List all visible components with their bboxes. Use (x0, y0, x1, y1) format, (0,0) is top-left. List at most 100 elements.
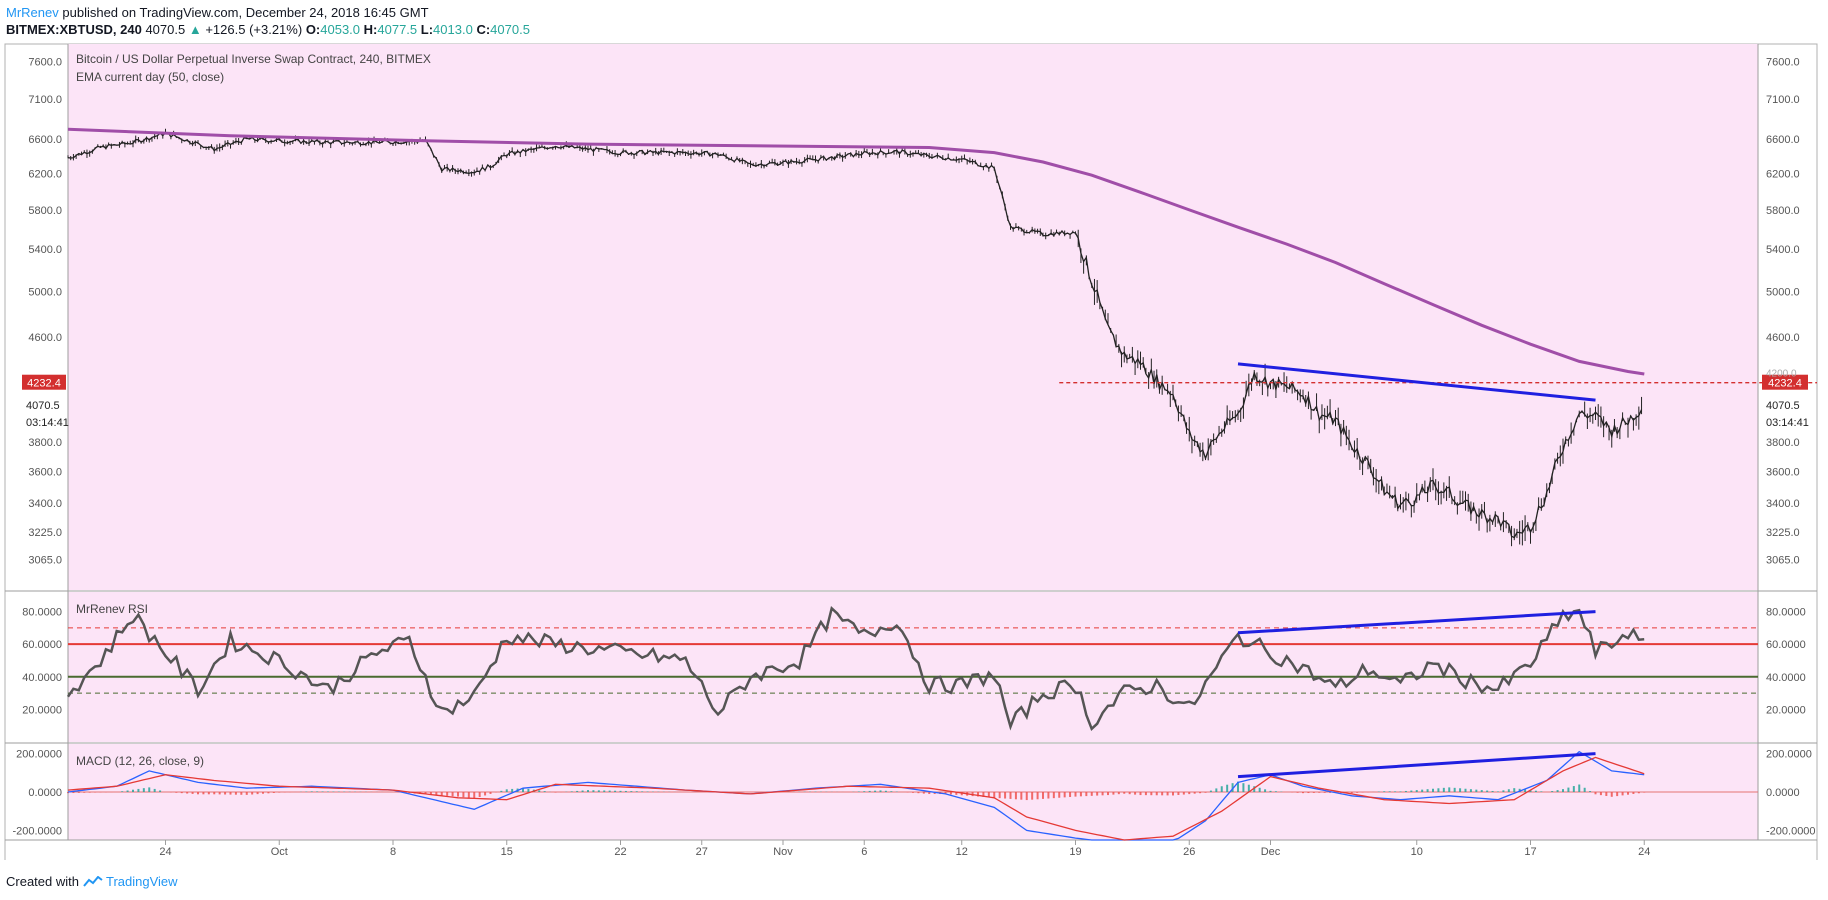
rsi-title: MrRenev RSI (76, 602, 148, 616)
low-key: L: (420, 22, 434, 37)
macd-histogram-bar (619, 790, 622, 792)
macd-histogram-bar (1161, 792, 1164, 796)
macd-histogram-bar (1253, 786, 1256, 792)
macd-histogram-bar (1632, 792, 1635, 794)
macd-histogram-bar (446, 792, 449, 796)
low-value: 4013.0 (433, 22, 473, 37)
macd-histogram-bar (1101, 792, 1104, 796)
macd-histogram-bar (1182, 792, 1185, 795)
macd-histogram-bar (272, 792, 275, 793)
high-key: H: (363, 22, 378, 37)
macd-histogram-bar (1453, 787, 1456, 792)
macd-histogram-bar (262, 792, 264, 794)
macd-histogram-bar (1204, 792, 1207, 793)
publish-text: published on TradingView.com, December 2… (62, 5, 429, 20)
macd-histogram-bar (1090, 792, 1093, 796)
macd-histogram-bar (126, 790, 129, 792)
macd-histogram-bar (1469, 789, 1472, 792)
macd-histogram-bar (1144, 792, 1147, 796)
macd-histogram-bar (1058, 792, 1061, 798)
macd-histogram-bar (467, 792, 470, 798)
chart-header: MrRenev published on TradingView.com, De… (6, 4, 530, 38)
price-tick-left: 7100.0 (28, 94, 62, 106)
macd-histogram-bar (473, 792, 476, 799)
macd-histogram-bar (1388, 791, 1391, 792)
macd-histogram-bar (592, 790, 595, 792)
up-arrow-icon: ▲ (188, 22, 202, 37)
macd-histogram-bar (1242, 783, 1245, 792)
price-tick-right: 5800.0 (1766, 205, 1800, 217)
publish-line: MrRenev published on TradingView.com, De… (6, 4, 530, 21)
macd-histogram-bar (1426, 789, 1429, 792)
rsi-tick-right: 60.0000 (1766, 639, 1806, 651)
time-label: 12 (956, 846, 968, 858)
macd-histogram-bar (229, 792, 232, 795)
macd-histogram-bar (440, 792, 443, 796)
time-label: 24 (1638, 846, 1650, 858)
resistance-tag-right (1762, 374, 1808, 390)
macd-histogram-bar (1215, 788, 1218, 792)
time-label: 24 (159, 846, 171, 858)
macd-histogram-bar (1085, 792, 1088, 797)
macd-histogram-bar (83, 792, 86, 793)
macd-histogram-bar (879, 790, 882, 792)
price-pane (68, 44, 1758, 590)
macd-histogram-bar (180, 792, 183, 794)
macd-histogram-bar (917, 792, 920, 794)
macd-histogram-bar (868, 790, 871, 792)
macd-histogram-bar (1551, 791, 1554, 792)
macd-histogram-bar (1226, 784, 1229, 792)
macd-histogram-bar (1004, 792, 1007, 799)
macd-histogram-bar (267, 792, 270, 794)
rsi-tick-left: 80.0000 (22, 607, 62, 619)
macd-histogram-bar (1518, 788, 1521, 792)
price-tick-left: 5400.0 (28, 244, 62, 256)
rsi-tick-left: 40.0000 (22, 672, 62, 684)
macd-histogram-bar (224, 792, 227, 795)
macd-histogram-bar (1302, 792, 1304, 794)
macd-histogram-bar (240, 792, 243, 795)
macd-histogram-bar (1432, 788, 1434, 792)
macd-histogram-bar (993, 792, 996, 798)
time-label: Oct (271, 846, 288, 858)
macd-histogram-bar (1107, 792, 1109, 796)
macd-histogram-bar (424, 792, 427, 795)
ema-label: EMA current day (50, close) (76, 70, 224, 84)
macd-histogram-bar (933, 792, 936, 795)
resistance-tag-left (22, 374, 66, 390)
macd-histogram-bar (1096, 792, 1099, 796)
macd-histogram-bar (1079, 792, 1082, 797)
macd-histogram-bar (1442, 787, 1445, 792)
tradingview-brand[interactable]: TradingView (83, 874, 178, 889)
macd-histogram-bar (1247, 784, 1250, 792)
macd-histogram-bar (1491, 790, 1494, 792)
macd-histogram-bar (1475, 789, 1478, 792)
author-link[interactable]: MrRenev (6, 5, 59, 20)
macd-histogram-bar (1047, 792, 1050, 799)
macd-histogram-bar (1318, 792, 1321, 793)
macd-histogram-bar (1415, 790, 1418, 792)
high-value: 4077.5 (377, 22, 418, 37)
macd-histogram-bar (624, 790, 627, 792)
macd-histogram-bar (1209, 790, 1212, 792)
macd-histogram-bar (484, 792, 487, 796)
macd-histogram-bar (581, 790, 584, 792)
macd-histogram-bar (1329, 792, 1332, 793)
macd-histogram-bar (1572, 786, 1575, 792)
macd-histogram-bar (641, 791, 644, 792)
price-tick-right: 3800.0 (1766, 437, 1800, 449)
macd-histogram-bar (1497, 791, 1499, 792)
macd-histogram-bar (977, 792, 979, 797)
change-value: +126.5 (+3.21%) (205, 22, 303, 37)
macd-histogram-bar (987, 792, 990, 798)
macd-histogram-bar (1014, 792, 1017, 800)
macd-histogram-bar (955, 792, 958, 795)
macd-histogram-bar (1583, 787, 1586, 792)
macd-histogram-bar (457, 792, 459, 797)
macd-histogram-bar (608, 790, 611, 792)
macd-histogram-bar (245, 792, 248, 795)
macd-histogram-bar (186, 792, 189, 794)
macd-histogram-bar (928, 792, 931, 795)
macd-histogram-bar (1134, 792, 1137, 795)
